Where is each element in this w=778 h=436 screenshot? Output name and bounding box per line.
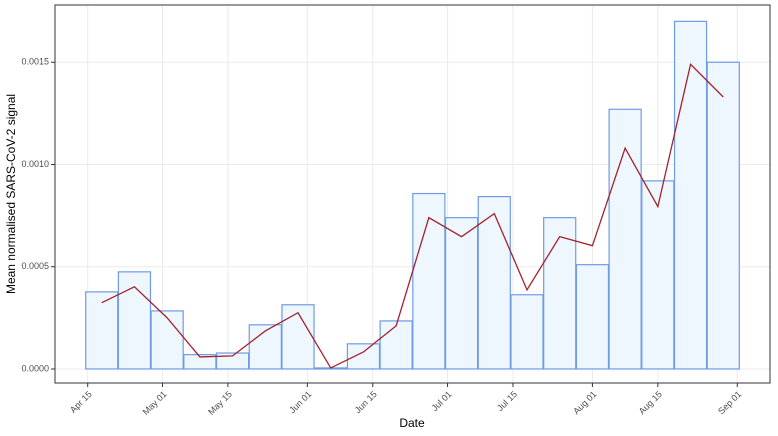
x-tick-label: May 01	[141, 389, 169, 417]
y-tick-label: 0.0015	[21, 57, 49, 67]
bar	[183, 354, 217, 370]
y-tick-label: 0.0005	[21, 261, 49, 271]
x-tick-label: Apr 15	[68, 389, 94, 415]
x-tick-label: Jun 01	[287, 389, 313, 415]
y-axis-title: Mean normalised SARS-CoV-2 signal	[4, 94, 18, 294]
bar	[543, 217, 577, 370]
x-tick-label: Jul 15	[495, 389, 519, 413]
bar	[641, 180, 675, 370]
bar	[608, 108, 642, 370]
bar	[444, 217, 479, 370]
bar	[673, 20, 708, 370]
bar	[281, 304, 315, 370]
y-tick-label: 0.0000	[21, 363, 49, 373]
bar	[215, 352, 250, 370]
bar	[150, 310, 184, 370]
x-tick-label: Sep 01	[716, 389, 743, 416]
bar	[510, 294, 544, 370]
bar	[477, 195, 511, 370]
bar	[346, 343, 381, 370]
bar	[575, 264, 610, 370]
x-tick-label: May 15	[206, 389, 234, 417]
x-tick-label: Aug 15	[637, 389, 664, 416]
x-axis-title: Date	[399, 416, 425, 430]
bar	[379, 320, 413, 370]
y-tick-label: 0.0010	[21, 159, 49, 169]
x-tick-label: Jul 01	[430, 389, 454, 413]
x-tick-label: Jun 15	[353, 389, 379, 415]
bar	[85, 291, 119, 370]
plot-panel	[54, 4, 771, 384]
bar	[706, 61, 740, 370]
x-tick-label: Aug 01	[571, 389, 598, 416]
bar	[412, 192, 446, 370]
bar	[117, 271, 152, 370]
line	[101, 63, 724, 369]
bar	[248, 324, 282, 370]
